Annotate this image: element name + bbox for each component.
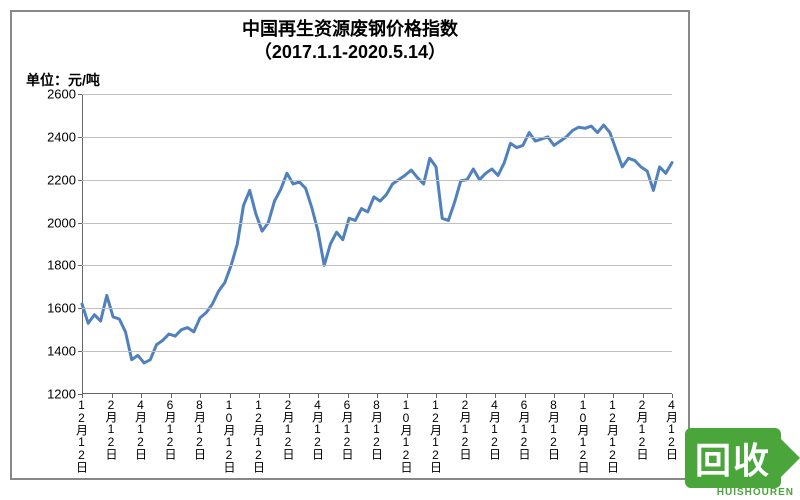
y-tick-mark xyxy=(78,94,82,95)
y-tick-label: 1600 xyxy=(47,301,76,316)
watermark-subtext: HUISHOUREN xyxy=(717,487,794,498)
x-tick-label: 10月12日 xyxy=(221,398,238,472)
y-tick-mark xyxy=(78,308,82,309)
y-tick-label: 1800 xyxy=(47,258,76,273)
x-tick-label: 12月12日 xyxy=(74,398,91,472)
x-tick-label: 6月12日 xyxy=(162,398,179,459)
y-tick-label: 2000 xyxy=(47,215,76,230)
y-tick-label: 2400 xyxy=(47,129,76,144)
gridline xyxy=(82,265,672,266)
x-tick-label: 6月12日 xyxy=(516,398,533,459)
x-tick-label: 4月12日 xyxy=(133,398,150,459)
x-tick-label: 2月12日 xyxy=(634,398,651,459)
x-tick-label: 8月12日 xyxy=(369,398,386,459)
x-tick-label: 10月12日 xyxy=(398,398,415,472)
y-tick-label: 1400 xyxy=(47,344,76,359)
x-tick-label: 2月12日 xyxy=(103,398,120,459)
line-svg xyxy=(82,94,672,394)
x-tick-label: 2月12日 xyxy=(457,398,474,459)
watermark-text: 回收 xyxy=(685,428,781,488)
y-tick-mark xyxy=(78,137,82,138)
watermark: 回收 xyxy=(685,428,800,488)
chart-title: 中国再生资源废钢价格指数 （2017.1.1-2020.5.14） xyxy=(12,12,688,65)
gridline xyxy=(82,180,672,181)
chart-title-line1: 中国再生资源废钢价格指数 xyxy=(12,18,688,41)
chart-container: 中国再生资源废钢价格指数 （2017.1.1-2020.5.14） 单位：元/吨… xyxy=(10,10,690,480)
gridline xyxy=(82,137,672,138)
gridline xyxy=(82,223,672,224)
gridline xyxy=(82,351,672,352)
gridline xyxy=(82,308,672,309)
x-tick-label: 8月12日 xyxy=(192,398,209,459)
x-tick-label: 10月12日 xyxy=(575,398,592,472)
y-tick-label: 2600 xyxy=(47,87,76,102)
y-tick-mark xyxy=(78,180,82,181)
x-tick-label: 12月12日 xyxy=(251,398,268,472)
x-tick-label: 8月12日 xyxy=(546,398,563,459)
x-tick-label: 4月12日 xyxy=(664,398,681,459)
x-tick-label: 4月12日 xyxy=(310,398,327,459)
y-tick-mark xyxy=(78,223,82,224)
plot-area: 1200140016001800200022002400260012月12日2月… xyxy=(82,94,672,394)
chart-title-line2: （2017.1.1-2020.5.14） xyxy=(12,41,688,64)
y-tick-mark xyxy=(78,265,82,266)
y-tick-mark xyxy=(78,351,82,352)
y-tick-label: 1200 xyxy=(47,387,76,402)
x-tick-label: 12月12日 xyxy=(428,398,445,472)
x-tick-label: 6月12日 xyxy=(339,398,356,459)
gridline xyxy=(82,94,672,95)
x-tick-label: 12月12日 xyxy=(605,398,622,472)
x-tick-label: 2月12日 xyxy=(280,398,297,459)
x-tick-label: 4月12日 xyxy=(487,398,504,459)
watermark-arrow-icon xyxy=(775,433,800,483)
y-tick-label: 2200 xyxy=(47,172,76,187)
